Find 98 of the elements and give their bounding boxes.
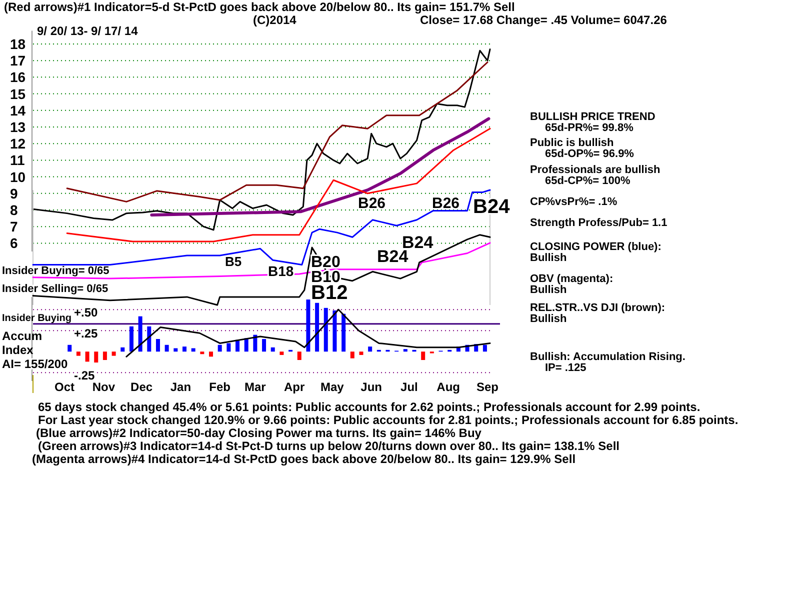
text: Close= 17.68 Change= .45 Volume= 6047.26 [420, 13, 668, 27]
y-tick-label: 16 [10, 69, 26, 86]
x-tick-label: Jun [360, 380, 382, 394]
text: (Green arrows)#3 Indicator=14-d St-Pct-D turns up below 20/turns down over 80.. Its gain= 138.1% Sell [38, 439, 620, 453]
text: For Last year stock changed 120.9% or 9.66 points: Public accounts for 2.81 points.; Professionals account for 6.85 points. [38, 413, 738, 427]
bar [350, 352, 354, 358]
y-tick-label: 11 [10, 152, 26, 168]
ref-line-label: Insider Buying [2, 312, 72, 324]
y-tick-label: 7 [10, 218, 18, 235]
x-tick-label: Feb [209, 380, 231, 394]
x-tick-label: Jan [170, 380, 192, 394]
x-tick-label: Apr [284, 380, 305, 394]
text: Bullish: Accumulation Rising. [530, 351, 686, 363]
y-tick-label: 17 [10, 52, 26, 69]
annotation: B5 [225, 254, 242, 269]
x-tick-label: Aug [436, 380, 460, 394]
y-tick-label: 15 [10, 86, 26, 102]
annotation: Insider Buying= 0/65 [2, 265, 110, 277]
text: BULLISH PRICE TREND [530, 111, 656, 123]
x-tick-label: Mar [244, 380, 266, 394]
bar [421, 352, 426, 360]
text: 65d-OP%= 96.9% [545, 148, 634, 160]
bar [76, 352, 80, 356]
text: (Magenta arrows)#4 Indicator=14-d St-PctD goes back above 20/below 80.. Its gain= 129.9% Sell [32, 452, 576, 466]
chart-title: (Red arrows)#1 Indicator=5-d St-PctD goes back above 20/below 80.. Its gain= 151.7% Sell [4, 0, 515, 14]
line-series [126, 308, 491, 358]
chart-subtitle: 9/ 20/ 13- 9/ 17/ 14 [37, 24, 138, 38]
bar [138, 316, 142, 352]
annotation: B26 [358, 195, 386, 212]
y-tick-label: +.25 [74, 326, 98, 341]
bar [262, 339, 266, 352]
bar [403, 349, 408, 352]
text: OBV (magenta): [530, 273, 614, 285]
y-tick-label: 18 [10, 36, 26, 52]
bar [342, 314, 346, 352]
text: Professionals are bullish [530, 164, 660, 176]
bar [359, 352, 364, 355]
y-tick-label: 14 [10, 102, 26, 118]
text: CP%vsPr%= .1% [530, 196, 618, 208]
y-tick-label: 9 [10, 185, 18, 202]
bar [200, 352, 204, 354]
y-tick-label: +.50 [74, 306, 98, 320]
y-tick-label: 10 [10, 168, 26, 185]
bar [182, 346, 186, 352]
bar [218, 344, 222, 352]
text: REL.STR..VS DJI (brown): [530, 302, 666, 314]
bar [94, 352, 98, 363]
x-tick-label: Sep [476, 380, 498, 394]
bar [332, 310, 337, 352]
x-tick-label: Jul [400, 380, 418, 394]
text: CLOSING POWER (blue): [530, 241, 662, 253]
bar [68, 344, 72, 352]
bar [129, 326, 134, 352]
annotation: AI= 155/200 [2, 357, 68, 371]
y-tick-label: 8 [10, 202, 18, 218]
x-tick-label: Oct [54, 380, 75, 394]
bar [120, 347, 125, 352]
annotation: B26 [432, 195, 460, 212]
text: Strength Profess/Pub= 1.1 [530, 217, 668, 229]
bar [315, 302, 320, 352]
text: (Blue arrows)#2 Indicator=50-day Closing Power ma turns. Its gain= 146% Buy [36, 426, 482, 440]
bar [306, 300, 310, 352]
x-tick-label: Dec [130, 380, 153, 394]
bar [191, 348, 196, 352]
text: (C)2014 [253, 13, 297, 27]
bar [270, 347, 275, 352]
bar [156, 339, 160, 352]
bar [209, 352, 214, 357]
y-tick-label: 6 [10, 235, 18, 252]
text: Public is bullish [530, 137, 614, 149]
x-tick-label: Nov [92, 380, 116, 394]
bar [174, 348, 178, 352]
bar [85, 352, 90, 362]
bar [226, 343, 231, 352]
x-tick-label: May [320, 380, 344, 394]
bar [164, 344, 169, 352]
y-tick-label: 13 [10, 118, 26, 135]
text: IP= .125 [545, 362, 586, 374]
bar [102, 352, 107, 360]
bar [112, 352, 116, 356]
y-axis-title: Accum Index [2, 329, 42, 357]
annotation: B24 [377, 247, 409, 266]
bar [147, 326, 152, 352]
bar [482, 344, 487, 352]
text: Bullish [530, 313, 567, 325]
annotation: B24 [473, 196, 511, 218]
bar [368, 346, 372, 352]
bar [297, 352, 302, 360]
text: Bullish [530, 252, 567, 264]
bar [280, 352, 284, 355]
y-tick-label: -.25 [74, 368, 96, 383]
y-tick-label: 12 [10, 136, 26, 152]
text: Bullish [530, 284, 567, 296]
bar [324, 308, 328, 352]
text: 65d-PR%= 99.8% [545, 122, 634, 134]
annotation: Insider Selling= 0/65 [2, 283, 108, 295]
text: 65d-CP%= 100% [545, 175, 631, 187]
text: 65 days stock changed 45.4% or 5.61 points: Public accounts for 2.62 points.; Professionals account for 2.99 points. [38, 400, 700, 414]
